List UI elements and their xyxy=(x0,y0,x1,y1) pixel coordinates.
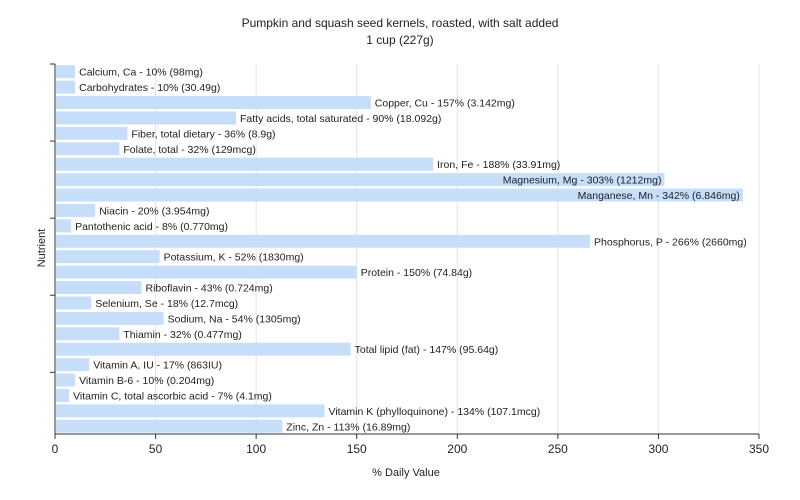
x-tick-label: 300 xyxy=(648,442,668,456)
x-tick-label: 200 xyxy=(447,442,467,456)
bars xyxy=(56,65,743,433)
bar xyxy=(56,234,591,248)
bar xyxy=(56,419,283,433)
bar-label: Vitamin B-6 - 10% (0.204mg) xyxy=(79,375,214,387)
bar-label: Carbohydrates - 10% (30.49g) xyxy=(79,82,220,94)
bar-label: Folate, total - 32% (129mcg) xyxy=(123,144,255,156)
bar-label: Manganese, Mn - 342% (6.846mg) xyxy=(578,190,740,202)
bar-label: Pantothenic acid - 8% (0.770mg) xyxy=(75,221,228,233)
chart-title: Pumpkin and squash seed kernels, roasted… xyxy=(242,16,559,30)
bar-label: Iron, Fe - 188% (33.91mg) xyxy=(437,159,560,171)
bar xyxy=(56,126,128,140)
x-tick-label: 150 xyxy=(347,442,367,456)
y-axis-label: Nutrient xyxy=(36,229,48,268)
bar xyxy=(56,404,325,418)
bar xyxy=(56,373,76,387)
bar-label: Calcium, Ca - 10% (98mg) xyxy=(79,67,203,79)
bar xyxy=(56,265,357,279)
bar-label: Vitamin A, IU - 17% (863IU) xyxy=(93,360,222,372)
bar-labels: Calcium, Ca - 10% (98mg) Carbohydrates - … xyxy=(73,67,747,434)
bar-label: Protein - 150% (74.84g) xyxy=(361,267,472,279)
bar xyxy=(56,80,76,94)
x-tick-label: 50 xyxy=(149,442,163,456)
bar-label: Riboflavin - 43% (0.724mg) xyxy=(145,283,272,295)
bar xyxy=(56,65,76,79)
x-tick-label: 250 xyxy=(548,442,568,456)
bar xyxy=(56,311,164,325)
bar-label: Potassium, K - 52% (1830mg) xyxy=(164,252,304,264)
x-tick-label: 100 xyxy=(246,442,266,456)
bar xyxy=(56,342,351,356)
bar xyxy=(56,250,160,264)
bar-label: Phosphorus, P - 266% (2660mg) xyxy=(594,236,747,248)
bar xyxy=(56,388,70,402)
bar xyxy=(56,219,72,233)
bar-label: Vitamin K (phylloquinone) - 134% (107.1m… xyxy=(329,406,541,418)
x-tick-label: 350 xyxy=(749,442,769,456)
bar-label: Niacin - 20% (3.954mg) xyxy=(99,205,209,217)
gridlines xyxy=(155,64,760,434)
bar-label: Fiber, total dietary - 36% (8.9g) xyxy=(131,128,275,140)
x-tick-label: 0 xyxy=(52,442,59,456)
bar-label: Selenium, Se - 18% (12.7mcg) xyxy=(95,298,238,310)
bar-label: Zinc, Zn - 113% (16.89mg) xyxy=(286,421,410,433)
bar-label: Sodium, Na - 54% (1305mg) xyxy=(168,313,301,325)
bar xyxy=(56,358,90,372)
bar xyxy=(56,296,92,310)
bar xyxy=(56,203,96,217)
bar xyxy=(56,188,743,202)
bar-label: Total lipid (fat) - 147% (95.64g) xyxy=(355,344,499,356)
x-tick-labels: 0 50 100 150 200 250 300 350 xyxy=(52,442,770,456)
bar xyxy=(56,142,120,156)
x-axis-label: % Daily Value xyxy=(372,467,440,479)
bar xyxy=(56,327,120,341)
bar-label: Fatty acids, total saturated - 90% (18.0… xyxy=(240,113,441,125)
bar-label: Copper, Cu - 157% (3.142mg) xyxy=(375,98,515,110)
bar xyxy=(56,173,665,187)
bar xyxy=(56,111,237,125)
bar-label: Thiamin - 32% (0.477mg) xyxy=(123,329,241,341)
chart-subtitle: 1 cup (227g) xyxy=(366,33,433,47)
bar xyxy=(56,157,434,171)
bar xyxy=(56,281,142,295)
bar-label: Vitamin C, total ascorbic acid - 7% (4.1… xyxy=(73,390,272,402)
bar xyxy=(56,96,371,110)
bar-label: Magnesium, Mg - 303% (1212mg) xyxy=(503,175,662,187)
axes xyxy=(50,63,760,439)
